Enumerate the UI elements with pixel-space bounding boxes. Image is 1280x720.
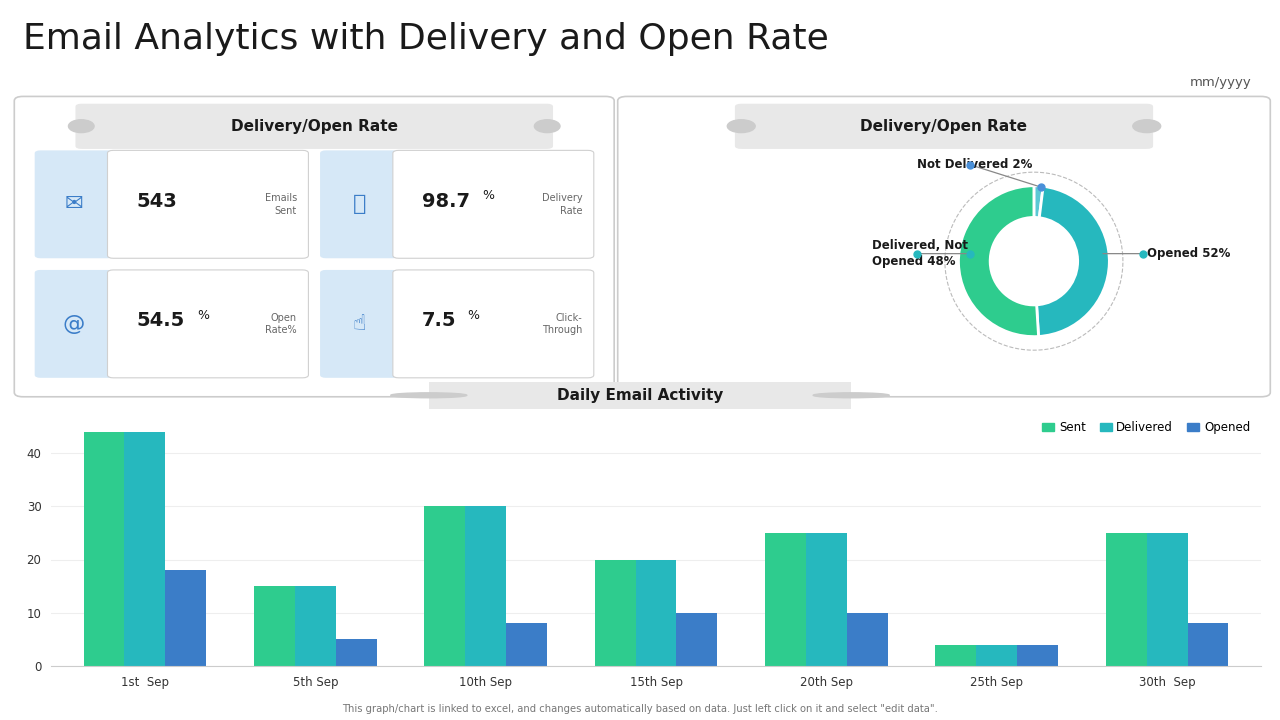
Wedge shape	[1037, 186, 1110, 336]
Bar	[1147, 533, 1188, 666]
FancyBboxPatch shape	[76, 104, 553, 149]
Bar	[806, 533, 847, 666]
FancyBboxPatch shape	[108, 150, 308, 258]
Text: Not Delivered 2%: Not Delivered 2%	[916, 158, 1033, 171]
Text: %: %	[467, 309, 480, 322]
Text: ☝: ☝	[352, 314, 366, 334]
Bar	[253, 586, 294, 666]
FancyBboxPatch shape	[320, 150, 398, 258]
Circle shape	[390, 393, 467, 397]
Text: 543: 543	[137, 192, 178, 211]
Text: Delivery
Rate: Delivery Rate	[541, 193, 582, 215]
Bar	[977, 644, 1018, 666]
Text: 98.7: 98.7	[422, 192, 470, 211]
FancyBboxPatch shape	[320, 270, 398, 378]
Text: @: @	[63, 314, 86, 334]
Text: Opened 52%: Opened 52%	[1147, 247, 1230, 260]
FancyBboxPatch shape	[735, 104, 1153, 149]
Bar	[676, 613, 717, 666]
Text: Daily Email Activity: Daily Email Activity	[557, 388, 723, 402]
Circle shape	[68, 120, 95, 132]
Bar	[847, 613, 888, 666]
Text: Delivery/Open Rate: Delivery/Open Rate	[860, 119, 1028, 134]
Text: 7.5: 7.5	[422, 312, 457, 330]
FancyBboxPatch shape	[393, 270, 594, 378]
Bar	[83, 432, 124, 666]
Bar	[636, 559, 676, 666]
Circle shape	[813, 393, 890, 397]
Text: Open
Rate%: Open Rate%	[265, 312, 297, 335]
Bar	[765, 533, 806, 666]
Text: Click-
Through: Click- Through	[541, 312, 582, 335]
FancyBboxPatch shape	[35, 270, 114, 378]
Bar	[165, 570, 206, 666]
Bar	[294, 586, 335, 666]
Text: Email Analytics with Delivery and Open Rate: Email Analytics with Delivery and Open R…	[23, 22, 828, 55]
Bar	[1106, 533, 1147, 666]
FancyBboxPatch shape	[412, 380, 868, 410]
Text: This graph/chart is linked to excel, and changes automatically based on data. Ju: This graph/chart is linked to excel, and…	[342, 704, 938, 714]
Wedge shape	[959, 186, 1038, 337]
Bar	[1018, 644, 1059, 666]
Circle shape	[727, 120, 755, 132]
Text: ⎖: ⎖	[353, 194, 366, 215]
Text: %: %	[483, 189, 494, 202]
Bar	[424, 506, 465, 666]
Circle shape	[1133, 120, 1161, 132]
FancyBboxPatch shape	[393, 150, 594, 258]
Wedge shape	[1034, 186, 1043, 217]
Text: Delivered, Not
Opened 48%: Delivered, Not Opened 48%	[872, 239, 968, 268]
Bar	[124, 432, 165, 666]
Text: mm/yyyy: mm/yyyy	[1190, 76, 1252, 89]
Bar	[936, 644, 977, 666]
Text: Emails
Sent: Emails Sent	[265, 193, 297, 215]
Legend: Sent, Delivered, Opened: Sent, Delivered, Opened	[1038, 416, 1254, 438]
Text: 54.5: 54.5	[137, 312, 184, 330]
Text: Delivery/Open Rate: Delivery/Open Rate	[230, 119, 398, 134]
Text: ✉: ✉	[65, 194, 83, 215]
FancyBboxPatch shape	[35, 150, 114, 258]
FancyBboxPatch shape	[108, 270, 308, 378]
Bar	[1188, 624, 1229, 666]
Circle shape	[534, 120, 561, 132]
FancyBboxPatch shape	[618, 96, 1270, 397]
Text: %: %	[197, 309, 209, 322]
Bar	[595, 559, 636, 666]
Bar	[506, 624, 547, 666]
Bar	[335, 639, 376, 666]
FancyBboxPatch shape	[14, 96, 614, 397]
Bar	[465, 506, 506, 666]
